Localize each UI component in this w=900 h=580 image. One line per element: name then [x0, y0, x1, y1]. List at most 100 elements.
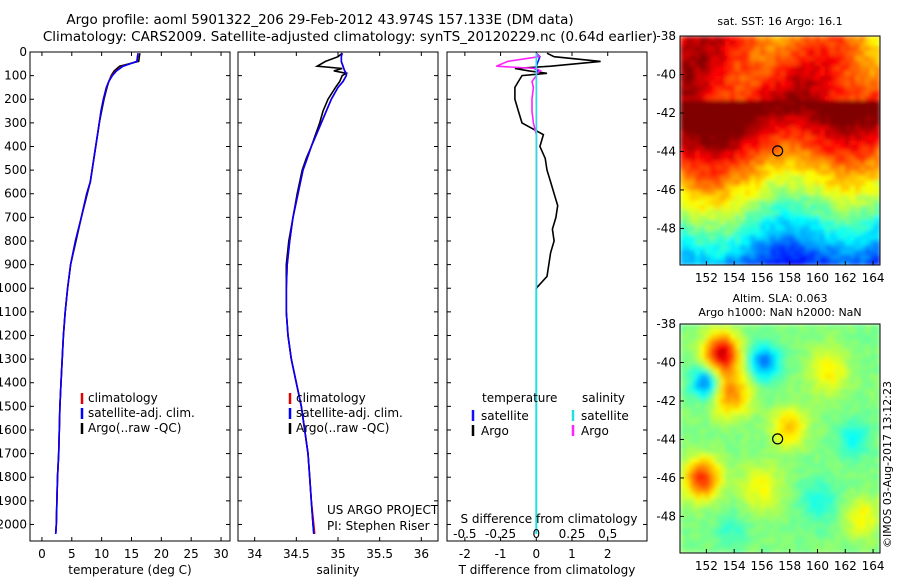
map-cell [695, 175, 701, 181]
map-cell [845, 255, 851, 261]
map-cell [760, 165, 766, 172]
map-cell [755, 423, 761, 430]
map-cell [795, 215, 801, 221]
map-cell [755, 388, 761, 395]
map-cell [735, 50, 741, 57]
map-cell [680, 155, 686, 162]
map-cell [820, 433, 826, 440]
map-cell [715, 125, 721, 132]
map-cell [855, 513, 861, 519]
y-tick-label: 1700 [0, 447, 27, 461]
map-cell [850, 50, 856, 57]
map-cell [870, 343, 876, 350]
map-cell [720, 135, 726, 142]
map-cell [730, 403, 736, 410]
map-cell [760, 333, 766, 340]
map-cell [760, 498, 766, 504]
map-cell [800, 135, 806, 142]
map-cell [850, 353, 856, 360]
map-cell [840, 245, 846, 251]
map-cell [750, 518, 756, 524]
legend-label: satellite-adj. clim. [88, 406, 195, 420]
map-cell [725, 438, 731, 445]
map-cell [705, 378, 711, 385]
map-cell [815, 230, 821, 236]
map-cell [725, 413, 731, 420]
map-cell [765, 80, 771, 87]
map-cell [760, 210, 766, 216]
map-cell [700, 363, 706, 370]
map-cell [810, 518, 816, 524]
map-cell [785, 75, 791, 82]
map-cell [855, 185, 861, 191]
map-cell [755, 413, 761, 420]
map-cell [765, 543, 771, 549]
map-cell [730, 60, 736, 67]
map-cell [735, 343, 741, 350]
map-cell [680, 548, 686, 553]
map-cell [760, 448, 766, 455]
map-cell [805, 90, 811, 97]
map-cell [755, 543, 761, 549]
map-cell [735, 105, 741, 112]
map-cell [695, 473, 701, 479]
map-cell [835, 45, 841, 52]
map-cell [740, 40, 746, 47]
map-cell [770, 210, 776, 216]
map-cell [760, 155, 766, 162]
map-cell [815, 393, 821, 400]
map-cell [705, 493, 711, 499]
map-cell [800, 150, 806, 157]
map-cell [685, 130, 691, 137]
map-cell [840, 120, 846, 127]
map-cell [705, 225, 711, 231]
map-cell [795, 343, 801, 350]
map-cell [860, 483, 866, 489]
map-cell [715, 368, 721, 375]
map-cell [870, 428, 876, 435]
map-cell [860, 175, 866, 181]
map-cell [705, 368, 711, 375]
map-cell [730, 358, 736, 365]
map-cell [685, 145, 691, 152]
map-cell [775, 463, 781, 469]
map-cell [740, 403, 746, 410]
map-cell [735, 80, 741, 87]
map-cell [780, 493, 786, 499]
map-cell [805, 240, 811, 246]
map-cell [740, 50, 746, 57]
map-cell [725, 398, 731, 405]
map-cell [790, 215, 796, 221]
map-cell [745, 175, 751, 181]
map-cell [755, 513, 761, 519]
map-cell [870, 65, 876, 72]
map-cell [750, 255, 756, 261]
map-cell [810, 210, 816, 216]
map-cell [865, 130, 871, 137]
map-cell [710, 383, 716, 390]
map-cell [745, 215, 751, 221]
map-cell [835, 60, 841, 67]
map-cell [705, 230, 711, 236]
map-cell [755, 393, 761, 400]
map-cell [820, 245, 826, 251]
map-cell [685, 543, 691, 549]
map-cell [805, 358, 811, 365]
map-cell [860, 373, 866, 380]
map-cell [735, 438, 741, 445]
map-cell [870, 433, 876, 440]
map-cell [705, 503, 711, 509]
map-cell [810, 185, 816, 191]
map-cell [760, 230, 766, 236]
map-cell [775, 220, 781, 226]
map-cell [800, 343, 806, 350]
map-cell [755, 378, 761, 385]
map-cell [825, 533, 831, 539]
map-cell [785, 428, 791, 435]
map-cell [705, 210, 711, 216]
map-cell [740, 150, 746, 157]
map-cell [815, 120, 821, 127]
map-cell [860, 220, 866, 226]
map-cell [865, 458, 871, 464]
map-cell [820, 548, 826, 553]
